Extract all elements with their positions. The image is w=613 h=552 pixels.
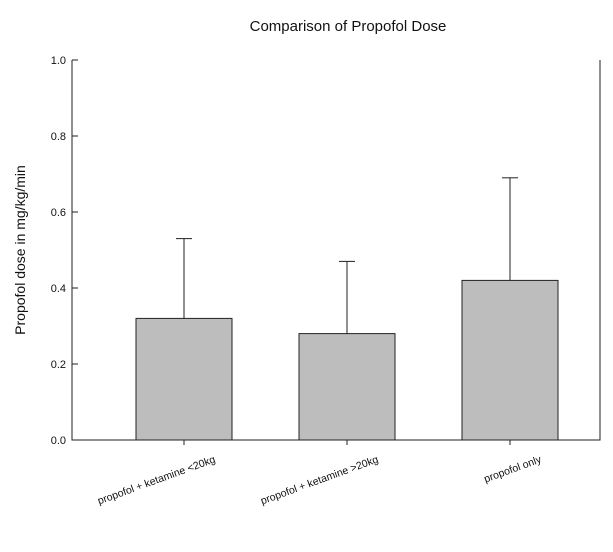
chart-title: Comparison of Propofol Dose	[250, 18, 447, 35]
x-tick-label: propofol only	[482, 453, 543, 485]
x-tick-label: propofol + ketamine <20kg	[96, 453, 217, 507]
x-tick-label: propofol + ketamine >20kg	[259, 453, 380, 507]
y-tick-label: 1.0	[51, 55, 66, 67]
y-tick-label: 0.8	[51, 131, 66, 143]
bar	[135, 317, 233, 441]
y-axis-label: Propofol dose in mg/kg/min	[12, 165, 28, 335]
y-tick-label: 0.4	[51, 283, 66, 295]
y-tick-label: 0.6	[51, 207, 66, 219]
y-tick-label: 0.2	[51, 359, 66, 371]
bar	[461, 279, 559, 441]
y-tick-label: 0.0	[51, 435, 66, 447]
bar	[298, 333, 396, 441]
plot-area: 0.0 0.2 0.4 0.6 0.8 1.0 propofol + ketamine <2…	[51, 55, 601, 507]
